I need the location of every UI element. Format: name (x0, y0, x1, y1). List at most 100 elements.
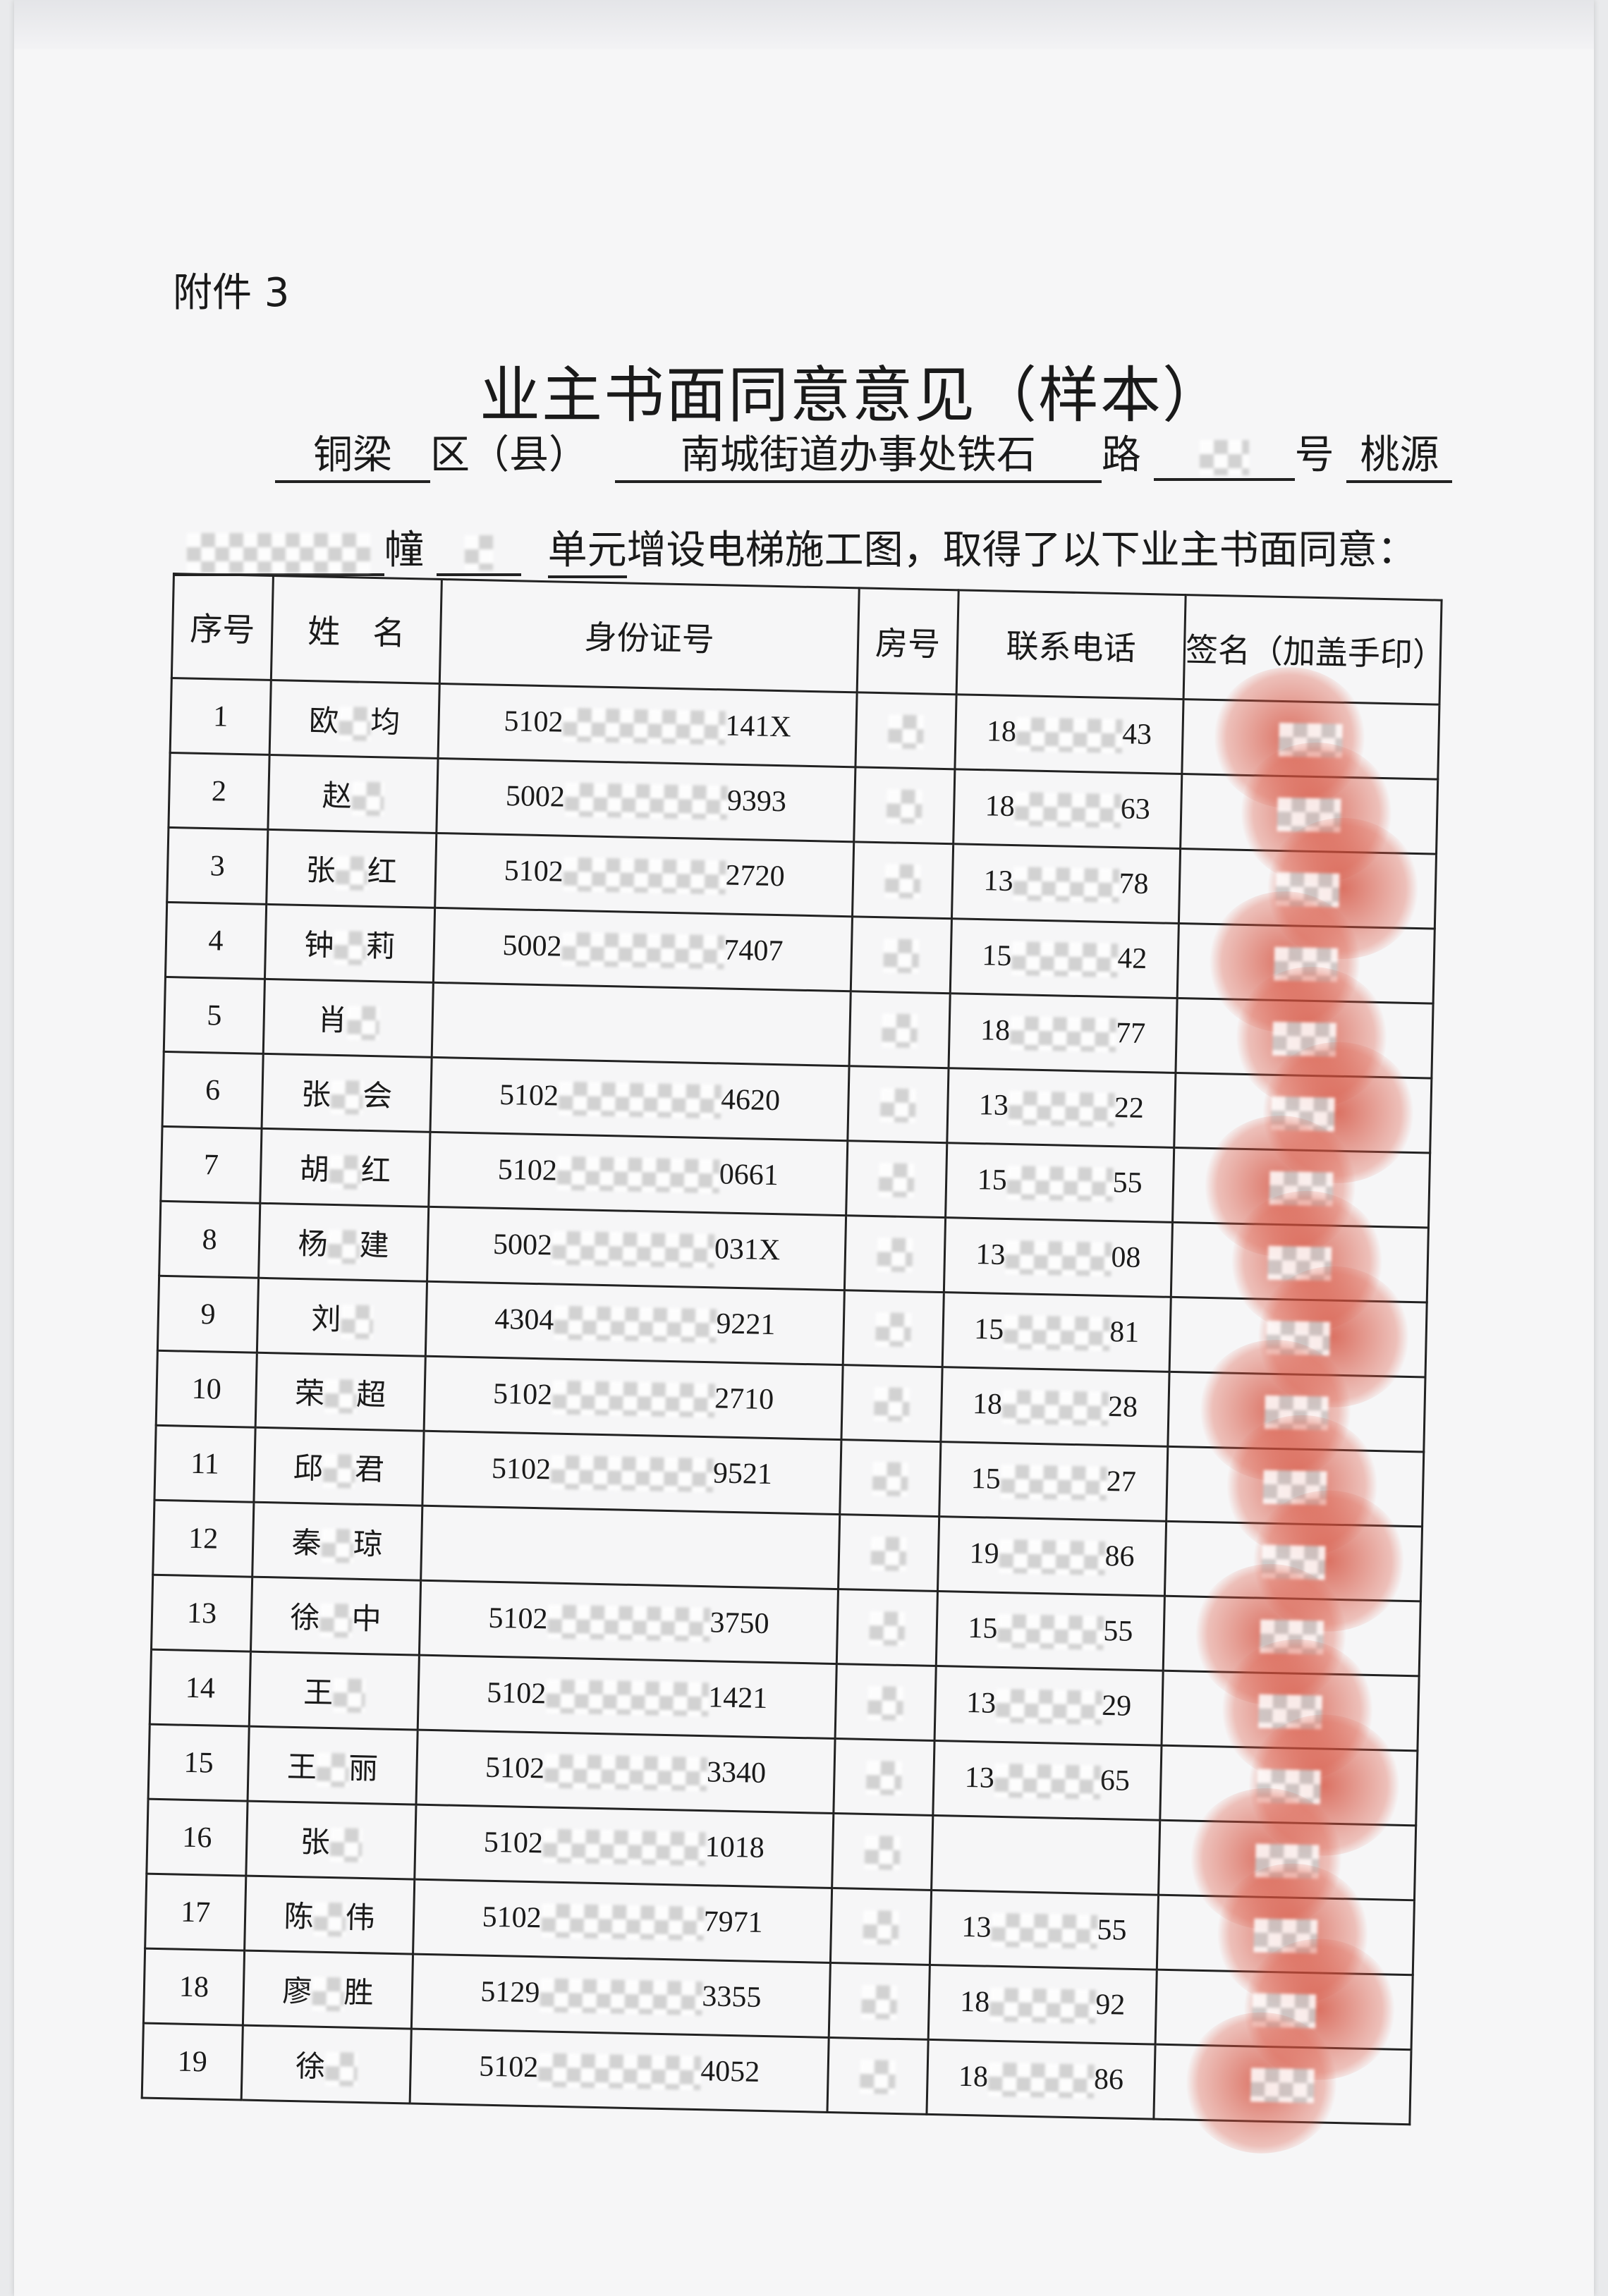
redaction (867, 1686, 904, 1721)
row-number: 3 (166, 827, 268, 905)
redaction (187, 532, 370, 573)
street-field: 南城街道办事处铁石 (614, 423, 1102, 483)
room-number (852, 841, 954, 919)
redaction (860, 2060, 896, 2095)
header-id: 身份证号 (439, 579, 860, 692)
id-number: 5102 7971 (413, 1879, 832, 1963)
number-suffix: 号 (1294, 432, 1334, 478)
owner-name: 荣超 (255, 1352, 426, 1431)
room-number (830, 1888, 932, 1965)
redaction (999, 1539, 1106, 1576)
redaction (1001, 1390, 1109, 1427)
phone-suffix: 43 (1121, 718, 1152, 751)
row-number: 18 (143, 1948, 245, 2026)
redaction (997, 1613, 1104, 1651)
phone-prefix: 15 (977, 1163, 1008, 1197)
row-number: 6 (162, 1051, 264, 1129)
redaction (544, 1754, 707, 1792)
id-prefix: 5102 (492, 1377, 553, 1412)
redaction (329, 1827, 363, 1862)
name-last: 会 (362, 1077, 393, 1113)
id-suffix: 4052 (700, 2054, 760, 2089)
row-number: 1 (170, 678, 272, 755)
id-suffix: 9393 (726, 784, 787, 819)
redaction (547, 1604, 710, 1642)
redaction (537, 2053, 701, 2091)
phone-prefix: 13 (975, 1238, 1006, 1271)
row-number: 11 (154, 1425, 256, 1503)
redaction (340, 1304, 373, 1339)
redaction (884, 864, 921, 899)
redaction (1014, 792, 1121, 829)
unit-label: 单元 (547, 518, 627, 578)
redaction (552, 1231, 715, 1269)
building-suffix: 幢 (384, 527, 424, 573)
redaction (878, 1163, 915, 1198)
redaction (330, 1080, 363, 1115)
id-suffix: 3355 (701, 1979, 762, 2014)
redaction (1004, 1240, 1111, 1277)
owner-name: 杨建 (258, 1203, 429, 1282)
id-suffix: 7971 (703, 1905, 764, 1939)
redaction (316, 1752, 349, 1788)
owner-name: 徐 (241, 2025, 412, 2104)
room-number (829, 1962, 930, 2040)
redaction (869, 1611, 906, 1647)
name-last: 莉 (365, 928, 396, 964)
name-first: 胡 (299, 1151, 330, 1187)
id-number: 5102 3340 (415, 1730, 836, 1814)
id-number: 5102 9521 (422, 1431, 841, 1515)
redaction (550, 1455, 714, 1493)
phone-suffix: 81 (1109, 1315, 1140, 1349)
redaction (990, 1912, 1097, 1950)
redaction (556, 1156, 720, 1194)
room-number (847, 1065, 949, 1143)
name-last: 红 (367, 853, 398, 889)
row-number: 15 (148, 1724, 250, 1802)
room-number (843, 1290, 944, 1367)
row-number: 19 (142, 2023, 243, 2101)
name-first: 张 (300, 1824, 331, 1860)
id-prefix: 5102 (504, 704, 564, 739)
name-last: 丽 (348, 1750, 379, 1786)
name-first: 廖 (281, 1973, 312, 2009)
phone-number: 15 42 (950, 918, 1179, 999)
phone-suffix: 55 (1102, 1614, 1133, 1648)
redaction (338, 706, 371, 741)
phone-suffix: 86 (1104, 1539, 1135, 1573)
id-suffix: 9521 (712, 1457, 773, 1491)
header-room: 房号 (857, 587, 959, 695)
redaction (887, 714, 924, 750)
id-number: 5102 3750 (419, 1580, 839, 1664)
phone-number: 19 86 (937, 1516, 1167, 1596)
redaction (987, 2062, 1095, 2099)
phone-number (931, 1815, 1160, 1895)
id-prefix: 5102 (478, 2050, 539, 2084)
redaction (995, 1688, 1102, 1726)
redaction (333, 930, 366, 965)
redaction (879, 1088, 916, 1123)
redaction (327, 1229, 360, 1264)
redaction (877, 1238, 913, 1273)
room-number (844, 1215, 946, 1293)
phone-prefix: 13 (983, 864, 1014, 898)
id-prefix: 5102 (488, 1601, 549, 1636)
phone-suffix: 08 (1110, 1240, 1141, 1274)
row-number: 16 (146, 1799, 248, 1876)
owner-name: 钟莉 (264, 904, 435, 983)
name-last: 君 (354, 1451, 385, 1487)
header-no: 序号 (171, 573, 274, 680)
id-prefix: 5002 (505, 779, 566, 814)
id-prefix: 5102 (482, 1900, 542, 1935)
row-number: 7 (160, 1126, 262, 1204)
redaction (875, 1312, 912, 1348)
owner-consent-table: 序号 姓 名 身份证号 房号 联系电话 签名（加盖手印） 1 欧均 5102 141X… (141, 573, 1446, 2156)
district-suffix: 区（县） (430, 432, 588, 478)
id-number: 5102 1421 (418, 1655, 837, 1739)
id-number (432, 982, 851, 1066)
phone-suffix: 28 (1107, 1390, 1138, 1424)
redaction (564, 782, 728, 820)
id-suffix: 9221 (715, 1307, 776, 1341)
phone-prefix: 13 (964, 1761, 995, 1795)
row-number: 9 (157, 1276, 259, 1353)
